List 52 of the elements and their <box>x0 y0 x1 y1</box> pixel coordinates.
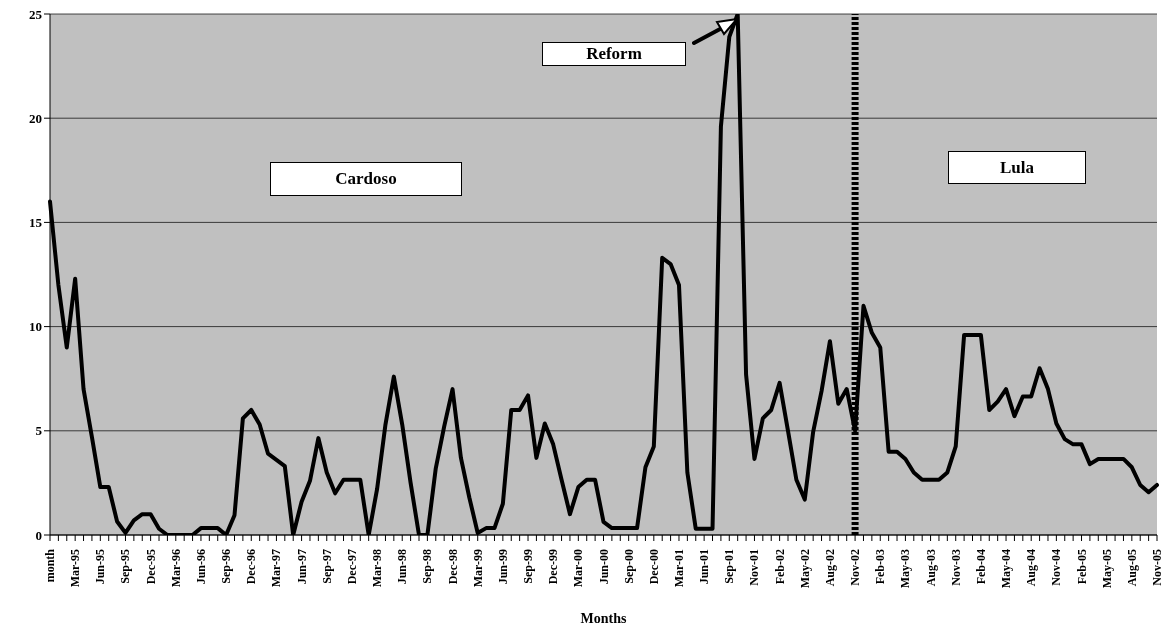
x-tick-label: May-04 <box>999 549 1014 589</box>
y-tick-label: 10 <box>29 319 42 335</box>
x-tick-label: Aug-03 <box>923 549 938 587</box>
x-tick-label: Sep-99 <box>521 549 536 584</box>
x-tick-label: Mar-97 <box>269 549 284 588</box>
x-tick-label: Sep-95 <box>118 549 133 584</box>
y-tick-label: 0 <box>35 527 42 543</box>
x-tick-label: Sep-96 <box>219 549 234 584</box>
x-tick-label: Mar-01 <box>671 549 686 588</box>
x-tick-label: Nov-01 <box>747 549 762 586</box>
x-tick-label: Mar-96 <box>168 549 183 588</box>
x-tick-label: Jun-98 <box>395 549 410 585</box>
x-tick-label: Sep-97 <box>319 549 334 584</box>
x-tick-label: Aug-02 <box>822 549 837 587</box>
x-tick-label: Jun-95 <box>93 549 108 585</box>
x-tick-label: Sep-98 <box>420 549 435 584</box>
x-tick-label: Feb-02 <box>772 549 787 585</box>
x-tick-label: Nov-02 <box>848 549 863 586</box>
x-tick-label: Nov-04 <box>1049 549 1064 586</box>
x-tick-label: Mar-00 <box>571 549 586 588</box>
x-tick-label: Sep-01 <box>722 549 737 584</box>
x-tick-label: Jun-96 <box>193 549 208 585</box>
x-tick-label: Dec-95 <box>143 549 158 585</box>
x-tick-label: Dec-97 <box>344 549 359 585</box>
y-tick-label: 25 <box>29 6 43 22</box>
x-tick-label: Mar-99 <box>470 549 485 588</box>
x-tick-label: Feb-05 <box>1074 549 1089 585</box>
x-axis-title: Months <box>580 611 627 626</box>
x-tick-label: Jun-00 <box>596 549 611 585</box>
x-tick-label: Mar-95 <box>68 549 83 588</box>
x-tick-label: Nov-05 <box>1150 549 1164 586</box>
x-tick-label: May-05 <box>1099 549 1114 589</box>
y-tick-label: 15 <box>29 215 43 231</box>
x-tick-label: Dec-00 <box>646 549 661 585</box>
x-tick-label: Dec-98 <box>445 549 460 585</box>
x-tick-label: Jun-99 <box>495 549 510 585</box>
x-tick-label: Aug-04 <box>1024 549 1039 587</box>
x-tick-label: Feb-04 <box>973 549 988 585</box>
x-tick-label: Mar-98 <box>370 549 385 588</box>
x-tick-label: month <box>43 548 57 583</box>
x-tick-label: Nov-03 <box>948 549 963 586</box>
x-tick-label: May-02 <box>797 549 812 589</box>
x-tick-label: Jun-97 <box>294 549 309 585</box>
x-tick-label: Dec-96 <box>244 549 259 585</box>
x-tick-label: Sep-00 <box>621 549 636 584</box>
y-tick-label: 5 <box>35 423 43 439</box>
x-tick-label: May-03 <box>898 549 913 589</box>
x-tick-label: Dec-99 <box>546 549 561 585</box>
y-tick-label: 20 <box>29 110 42 126</box>
x-tick-label: Jun-01 <box>697 549 712 585</box>
x-tick-label: Aug-05 <box>1124 549 1139 587</box>
x-tick-label: Feb-03 <box>873 549 888 585</box>
